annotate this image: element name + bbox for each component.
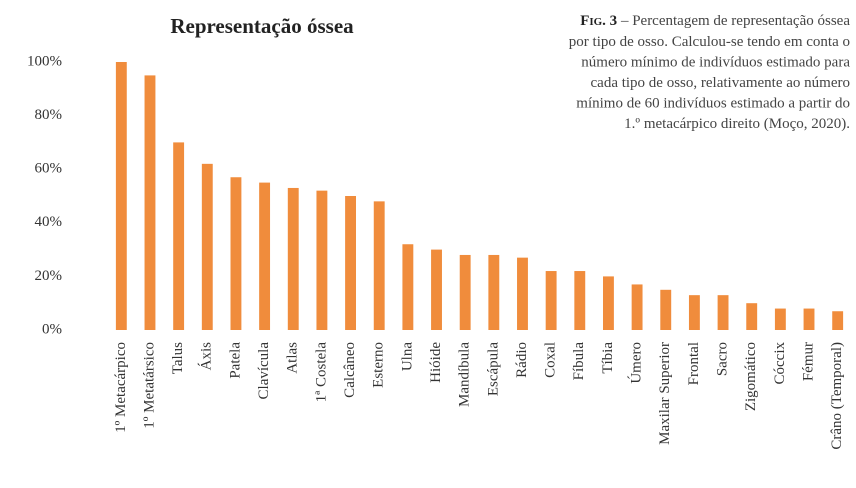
bar xyxy=(602,276,614,330)
bar xyxy=(717,295,729,330)
caption-line: número mínimo de indivíduos estimado par… xyxy=(581,54,850,70)
bar xyxy=(373,201,385,330)
x-tick-label: Mandíbula xyxy=(457,342,473,407)
bar xyxy=(144,75,156,331)
caption-text: – Percentagem de representação óssea xyxy=(620,13,850,29)
x-tick-label: Patela xyxy=(227,342,243,379)
x-tick-label: Fíbula xyxy=(571,342,587,381)
y-tick-label: 80% xyxy=(35,107,63,123)
x-tick-label: Escápula xyxy=(485,342,501,396)
y-tick-label: 20% xyxy=(35,268,63,284)
bar xyxy=(832,311,844,330)
x-tick-label: 1ª Costela xyxy=(313,342,329,403)
y-tick-label: 0% xyxy=(42,321,62,337)
y-tick-label: 100% xyxy=(27,53,62,69)
x-tick-label: Fémur xyxy=(800,342,816,381)
x-tick-label: Cóccix xyxy=(772,342,788,385)
bar xyxy=(402,244,414,330)
x-tick-label: Sacro xyxy=(714,342,730,376)
x-tick-label: Clavícula xyxy=(256,342,272,400)
caption-line: cada tipo de osso, relativamente ao núme… xyxy=(591,75,851,91)
caption-line: por tipo de osso. Calculou-se tendo em c… xyxy=(569,34,850,50)
x-tick-label: Áxis xyxy=(198,342,215,371)
bar xyxy=(115,62,127,330)
y-tick-label: 60% xyxy=(35,161,63,177)
bar xyxy=(517,257,528,330)
x-tick-label: Coxal xyxy=(543,342,559,378)
bar xyxy=(431,249,442,330)
caption-line: Fig. 3 – Percentagem de representação ós… xyxy=(580,13,850,29)
bar xyxy=(803,308,815,330)
bar xyxy=(688,295,700,330)
x-tick-label: Frontal xyxy=(686,342,702,385)
bar xyxy=(259,182,271,330)
bar xyxy=(774,308,786,330)
x-tick-label: Úmero xyxy=(628,342,645,384)
bar xyxy=(345,196,357,330)
x-tick-label: 1º Metatársico xyxy=(141,342,157,429)
bar xyxy=(230,177,242,330)
x-tick-label: Zigomático xyxy=(743,342,759,411)
bar xyxy=(316,190,328,330)
x-tick-label: Ulna xyxy=(399,342,415,372)
x-tick-label: Hióide xyxy=(428,342,444,383)
x-tick-label: 1º Metacárpico xyxy=(113,342,129,433)
chart-title: Representação óssea xyxy=(170,14,354,38)
bar xyxy=(201,163,213,330)
x-tick-label: Esterno xyxy=(371,342,387,388)
x-tick-label: Atlas xyxy=(285,342,301,374)
y-tick-label: 40% xyxy=(35,214,63,230)
bar xyxy=(488,254,500,330)
caption-line: 1.º metacárpico direito (Moço, 2020). xyxy=(624,116,850,132)
x-tick-label: Crâno (Temporal) xyxy=(829,342,845,450)
x-tick-label: Rádio xyxy=(514,342,530,378)
x-tick-label: Tíbia xyxy=(600,342,616,374)
bar xyxy=(545,271,557,330)
bar xyxy=(746,303,758,330)
bar xyxy=(459,254,471,330)
bar xyxy=(574,271,586,330)
x-tick-label: Calcâneo xyxy=(342,342,358,398)
bar xyxy=(287,187,299,330)
caption-label: Fig. 3 xyxy=(580,13,617,29)
x-tick-label: Maxilar Superior xyxy=(657,342,673,445)
bar xyxy=(631,284,643,330)
x-tick-label: Talus xyxy=(170,342,186,374)
caption-line: mínimo de 60 indivíduos estimado a parti… xyxy=(576,95,850,111)
bar xyxy=(660,289,672,330)
bar xyxy=(173,142,185,330)
